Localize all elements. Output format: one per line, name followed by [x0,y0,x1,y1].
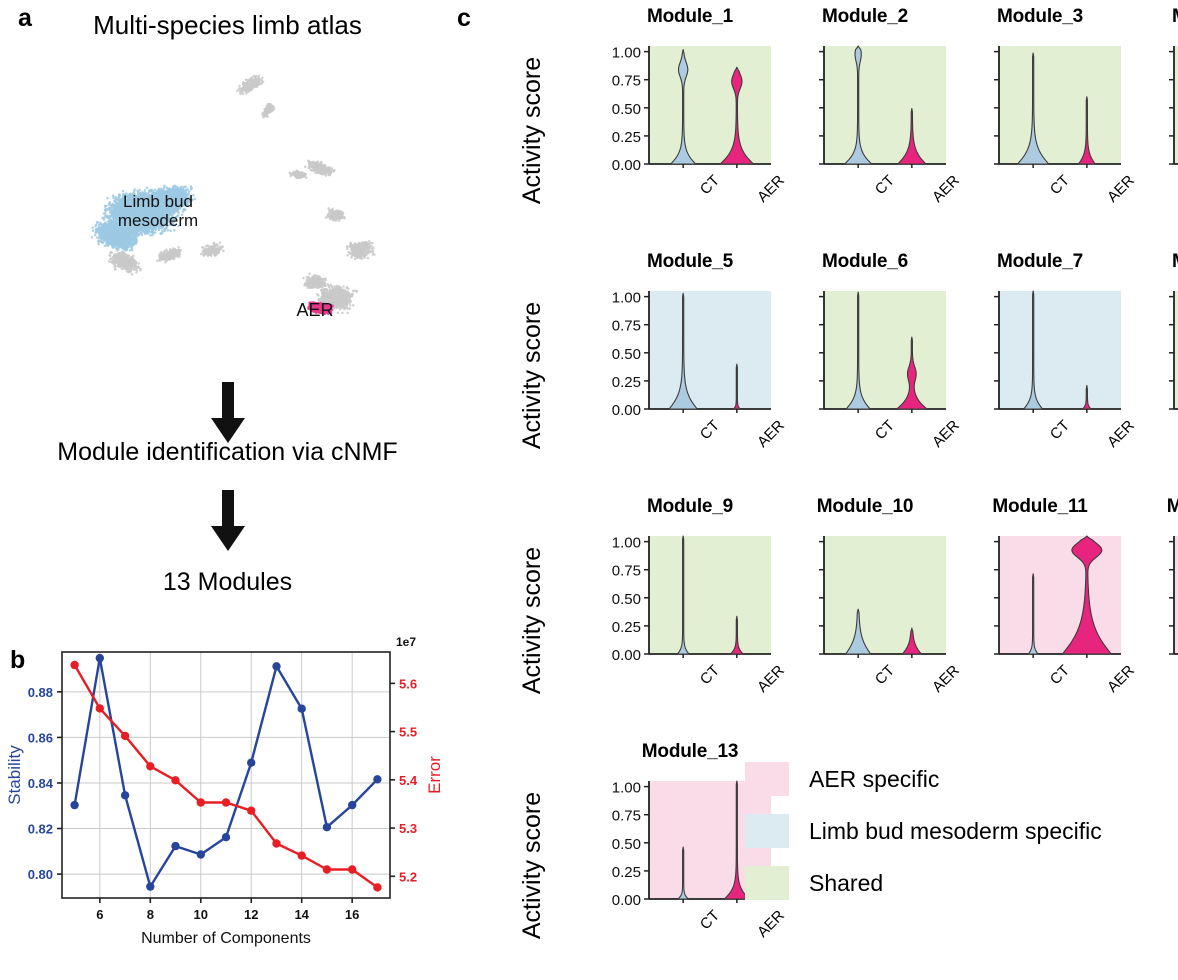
y-axis-title-activity-score: Activity score [513,765,553,965]
umap-scatter-plot [20,50,440,380]
violin-panel-title: Module_3 [955,6,1125,28]
violin-chart [955,32,1125,192]
legend-swatch [745,814,789,848]
violin-chart: 0.000.250.500.751.00 [605,277,775,437]
violin-panel-title: Module_1 [605,6,775,28]
violin-chart [780,277,950,437]
panel-a-title: Multi-species limb atlas [0,10,455,41]
violin-panel-title: Module_10 [780,496,950,518]
violin-panel-title: Module_5 [605,251,775,273]
violin-chart [955,522,1125,682]
legend-label: Shared [809,870,883,897]
violin-panel-title: Module_8 [1130,251,1178,273]
arrow-down-icon-1 [205,382,251,444]
violin-chart [1130,32,1178,192]
violin-chart [1130,277,1178,437]
arrow-down-icon-2 [205,490,251,552]
legend-item-0: AER specific [745,760,1175,798]
violin-chart [955,277,1125,437]
y-axis-title-activity-score: Activity score [513,275,553,475]
y-axis-title-activity-score: Activity score [513,30,553,230]
violin-chart: 0.000.250.500.751.00 [605,32,775,192]
violin-panel-title: Module_6 [780,251,950,273]
violin-panel-title: Module_12 [1130,496,1178,518]
violin-panel-module_8: Module_8CTAER [1130,245,1178,490]
violin-panel-module_4: Module_4CTAER [1130,0,1178,245]
violin-chart [1130,522,1178,682]
violin-panel-title: Module_7 [955,251,1125,273]
violin-panel-module_12: Module_12CTAER [1130,490,1178,735]
legend: AER specific Limb bud mesoderm specific Sh… [745,760,1175,916]
y-axis-title-activity-score: Activity score [513,520,553,720]
legend-label: Limb bud mesoderm specific [809,818,1102,845]
flow-label-cnmf: Module identification via cNMF [0,438,455,467]
flow-label-module-count: 13 Modules [0,568,455,597]
legend-swatch [745,866,789,900]
violin-panel-title: Module_4 [1130,6,1178,28]
legend-swatch [745,762,789,796]
legend-label: AER specific [809,766,939,793]
umap-label-aer: AER [280,300,350,320]
legend-item-2: Shared [745,864,1175,902]
violin-chart [780,522,950,682]
violin-panel-title: Module_2 [780,6,950,28]
violin-chart [780,32,950,192]
legend-item-1: Limb bud mesoderm specific [745,812,1175,850]
violin-panel-title: Module_11 [955,496,1125,518]
violin-panel-title: Module_9 [605,496,775,518]
violin-chart: 0.000.250.500.751.00 [605,522,775,682]
